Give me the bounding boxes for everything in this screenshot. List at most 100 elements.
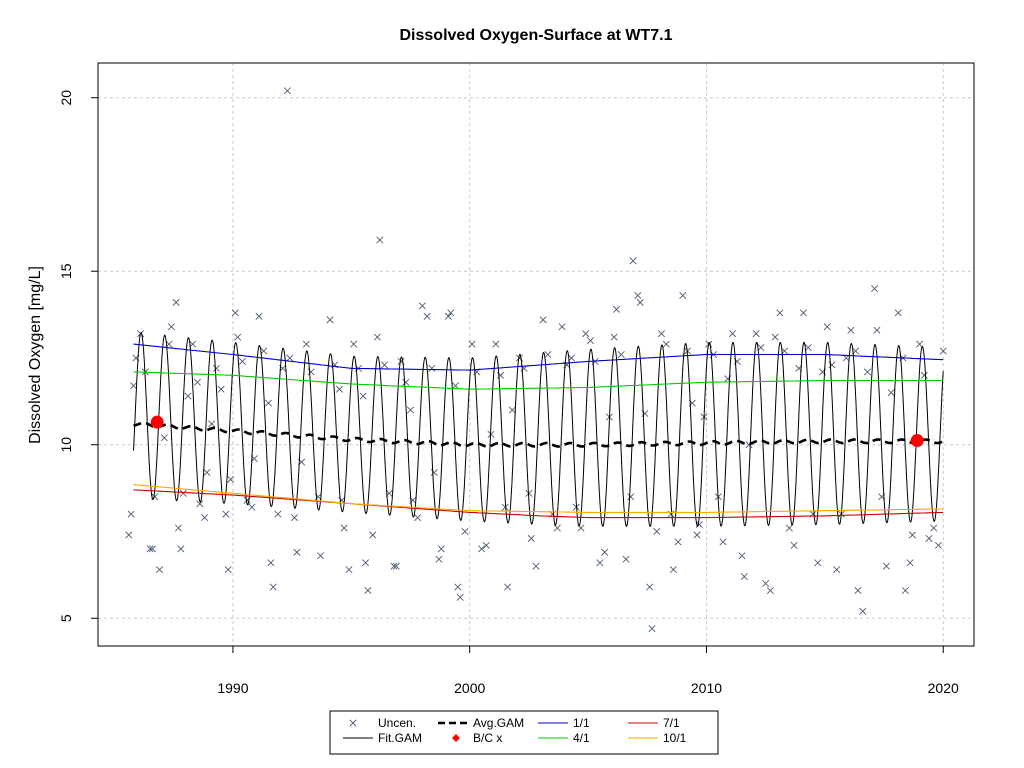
uncensored-point [873, 326, 881, 334]
uncensored-point [492, 340, 500, 348]
uncensored-point [212, 364, 220, 372]
uncensored-point [293, 548, 301, 556]
uncensored-point [290, 514, 299, 522]
uncensored-point [669, 566, 677, 574]
uncensored-point [934, 541, 943, 549]
uncensored-point [487, 430, 495, 438]
uncensored-point [238, 357, 246, 365]
uncensored-point [260, 347, 268, 355]
uncensored-point [482, 541, 490, 549]
uncensored-point [920, 371, 928, 379]
uncensored-point [362, 559, 370, 567]
uncensored-point [762, 580, 770, 588]
bc-points [150, 415, 924, 448]
legend-label: 7/1 [663, 716, 680, 730]
uncensored-point [508, 406, 516, 414]
uncensored-point [752, 330, 760, 338]
uncensored-point [454, 583, 462, 591]
uncensored-point [790, 541, 798, 549]
uncensored-point [622, 555, 630, 563]
uncensored-point [693, 531, 701, 539]
uncensored-point [340, 524, 348, 532]
uncensored-point [172, 298, 180, 306]
legend-marker-x [349, 719, 357, 727]
y-tick-label: 15 [58, 263, 74, 279]
uncensored-point [350, 340, 358, 348]
y-axis: 5 10 15 20 [58, 90, 98, 622]
uncensored-point [302, 340, 310, 348]
uncensored-point [887, 389, 895, 397]
uncensored-point [380, 361, 388, 369]
line-1-1 [133, 343, 944, 371]
legend-label: 4/1 [573, 731, 590, 745]
x-axis: 1990 2000 2010 2020 [217, 646, 959, 696]
uncensored-point [274, 510, 282, 518]
uncensored-point [437, 545, 445, 553]
uncensored-point [617, 350, 625, 359]
uncensored-point [177, 545, 185, 553]
uncensored-point [317, 552, 325, 560]
uncensored-point [662, 340, 670, 348]
uncensored-point [418, 302, 426, 310]
uncensored-point [504, 583, 512, 591]
uncensored-point [326, 316, 334, 324]
line-10-1 [133, 484, 944, 513]
uncensored-point [255, 312, 263, 320]
x-tick-label: 1990 [217, 680, 248, 696]
uncensored-point [335, 385, 344, 393]
uncensored-point [407, 406, 415, 414]
uncensored-point [345, 566, 353, 574]
uncensored-point [208, 420, 216, 428]
y-tick-label: 20 [58, 90, 74, 106]
uncensored-point [248, 503, 256, 511]
uncensored-point [203, 468, 211, 477]
uncensored-point [224, 566, 232, 574]
uncensored-point [359, 392, 367, 400]
uncensored-point [267, 559, 275, 567]
legend-label: 1/1 [573, 716, 590, 730]
uncensored-point [939, 347, 947, 355]
uncensored-point [847, 326, 855, 334]
uncensored-point [184, 392, 192, 400]
uncensored-point [916, 340, 924, 348]
uncensored-point [435, 555, 443, 563]
uncensored-point [283, 87, 291, 95]
uncensored-point [217, 385, 225, 393]
uncensored-point [674, 538, 682, 546]
uncensored-point [456, 593, 464, 601]
legend-marker-diamond [452, 734, 460, 742]
uncensored-point [428, 364, 436, 372]
uncensored-point [234, 333, 242, 341]
x-tick-label: 2000 [454, 680, 485, 696]
uncensored-point [544, 350, 552, 359]
legend-label: Fit.GAM [378, 731, 422, 745]
uncensored-point [719, 538, 727, 546]
legend-label: 10/1 [663, 731, 687, 745]
uncensored-point [582, 330, 590, 338]
uncensored-point [859, 607, 867, 615]
uncensored-point [771, 333, 779, 341]
uncensored-point [648, 625, 656, 633]
uncensored-point [373, 333, 381, 341]
uncensored-point [376, 236, 384, 244]
uncensored-point [901, 586, 909, 594]
uncensored-point [854, 586, 862, 594]
uncensored-point [468, 340, 476, 348]
uncensored-point [430, 468, 438, 477]
uncensored-point [402, 378, 410, 386]
uncensored-point [447, 309, 455, 317]
uncensored-point [444, 312, 452, 320]
bc-point [910, 434, 924, 448]
uncensored-point [148, 545, 156, 553]
uncensored-point [127, 510, 135, 518]
uncensored-point [369, 531, 377, 539]
uncensored-point [653, 527, 661, 536]
uncensored-point [657, 330, 665, 338]
uncensored-point [227, 475, 235, 483]
uncensored-point [193, 378, 201, 386]
uncensored-point [814, 559, 822, 567]
x-tick-label: 2020 [928, 680, 959, 696]
uncensored-point [586, 337, 594, 345]
legend-label: Avg.GAM [473, 716, 524, 730]
uncensored-point [174, 524, 183, 532]
